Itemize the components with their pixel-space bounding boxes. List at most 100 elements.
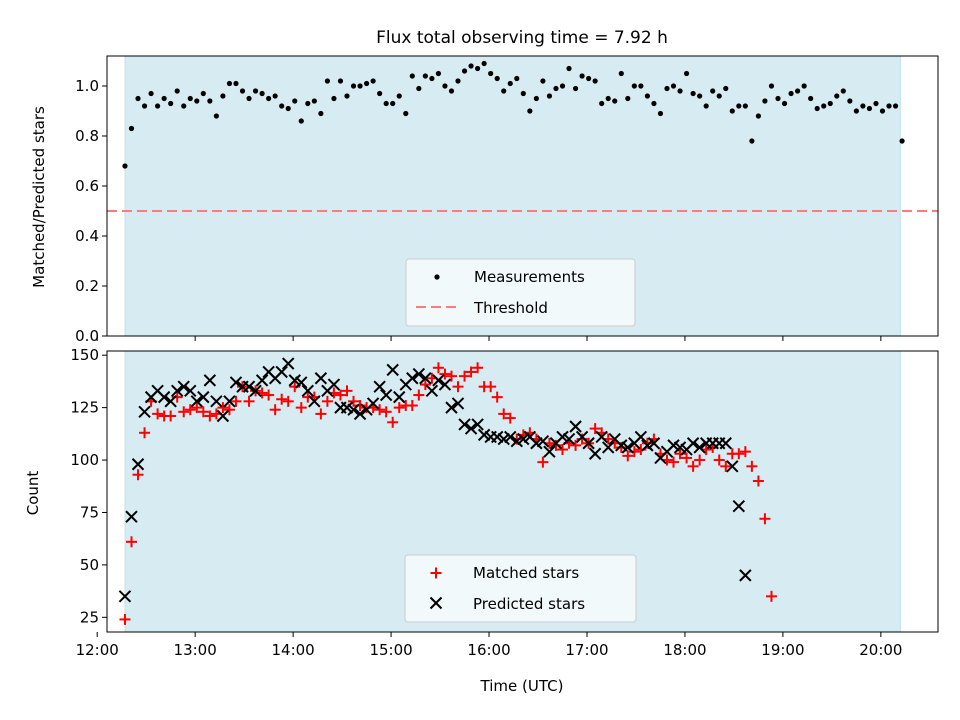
- measurement-point: [618, 70, 624, 77]
- legend-measurements-label: Measurements: [474, 268, 585, 286]
- measurement-point: [651, 100, 657, 107]
- measurement-point: [259, 90, 265, 97]
- predicted-star-point-b: [314, 372, 328, 385]
- predicted-star-point: [562, 432, 576, 446]
- top-y-tick-label: 0.6: [75, 177, 99, 195]
- predicted-star-point: [118, 590, 132, 603]
- bottom-y-tick-label: 125: [70, 399, 99, 417]
- measurement-point: [631, 83, 637, 89]
- predicted-star-point-b: [386, 363, 399, 377]
- matched-star-point: [432, 362, 444, 374]
- measurement-point: [475, 65, 481, 72]
- predicted-star-point-b: [242, 380, 256, 393]
- predicted-star-point: [386, 363, 399, 377]
- measurement-point: [481, 60, 487, 67]
- matched-star-point: [165, 410, 177, 422]
- measurement-point: [677, 88, 683, 94]
- predicted-star-point: [438, 378, 452, 391]
- predicted-star-point-b: [582, 437, 595, 450]
- measurement-point: [148, 90, 154, 97]
- predicted-star-point-b: [170, 384, 184, 398]
- predicted-star-point-b: [719, 437, 732, 450]
- predicted-star-point: [353, 407, 367, 421]
- x-tick-label: 12:00: [76, 641, 119, 659]
- measurement-point: [429, 75, 435, 82]
- matched-star-point: [739, 446, 751, 458]
- predicted-star-point-b: [177, 380, 190, 393]
- predicted-star-point: [458, 418, 471, 431]
- predicted-star-point-b: [477, 428, 491, 442]
- predicted-star-point: [432, 374, 445, 387]
- predicted-star-point: [569, 420, 582, 433]
- predicted-star-point-b: [229, 376, 243, 389]
- matched-star-point: [119, 613, 131, 625]
- measurement-point: [285, 105, 291, 112]
- predicted-star-point-b: [151, 384, 164, 398]
- measurement-point: [664, 85, 670, 92]
- matched-star-point: [459, 370, 471, 382]
- matched-star-point: [622, 450, 634, 462]
- predicted-star-point-b: [118, 590, 132, 603]
- matched-star-point: [556, 444, 568, 456]
- measurement-point: [488, 70, 494, 77]
- matched-star-point: [223, 404, 235, 416]
- predicted-star-point: [223, 395, 236, 408]
- predicted-star-point: [282, 357, 295, 370]
- measurement-point: [181, 103, 187, 109]
- measurement-point: [455, 78, 461, 84]
- predicted-star-point: [157, 390, 171, 404]
- predicted-star-point: [249, 384, 262, 398]
- legend-measurements-marker: [434, 274, 440, 280]
- predicted-star-point-b: [131, 458, 145, 471]
- predicted-star-point: [125, 510, 138, 523]
- measurement-point: [808, 95, 814, 102]
- measurement-point: [187, 95, 193, 102]
- measurement-point: [533, 95, 539, 102]
- measurement-point: [396, 93, 402, 99]
- measurement-point: [657, 110, 664, 117]
- bottom-y-tick-label: 25: [80, 608, 99, 626]
- matched-star-point: [465, 366, 477, 378]
- measurement-point: [494, 75, 500, 82]
- predicted-star-point-b: [164, 395, 177, 408]
- top-y-tick-label: 1.0: [75, 77, 99, 95]
- measurement-point: [736, 103, 742, 109]
- x-tick-label: 15:00: [369, 641, 412, 659]
- measurement-point: [899, 138, 905, 144]
- predicted-star-point-b: [340, 401, 354, 414]
- measurement-point: [344, 93, 350, 99]
- measurement-point: [866, 105, 873, 112]
- measurement-point: [670, 83, 677, 89]
- predicted-star-point-b: [393, 390, 406, 404]
- measurement-point: [892, 103, 899, 109]
- predicted-star-point-b: [295, 376, 308, 389]
- predicted-star-point-b: [621, 441, 635, 454]
- top-y-tick-label: 0.4: [75, 227, 99, 245]
- measurement-point: [768, 83, 775, 89]
- predicted-star-point-b: [308, 395, 321, 408]
- predicted-star-point: [295, 376, 308, 389]
- measurement-point: [409, 73, 415, 79]
- measurement-point: [305, 100, 311, 107]
- predicted-star-point: [216, 409, 230, 423]
- matched-star-point: [668, 456, 680, 468]
- predicted-star-point: [275, 365, 288, 379]
- predicted-star-point-b: [438, 378, 452, 391]
- measurement-point: [834, 93, 840, 99]
- predicted-star-point: [373, 380, 386, 393]
- x-axis-label: Time (UTC): [480, 677, 564, 695]
- matched-star-point: [452, 381, 464, 393]
- matched-star-point: [615, 441, 627, 453]
- measurement-point: [873, 100, 879, 107]
- predicted-star-point-b: [562, 432, 576, 446]
- top-axes: 0.0 0.2 0.4 0.6 0.8 1.0 Measurements Threshold: [75, 55, 939, 345]
- predicted-star-point: [588, 447, 602, 460]
- predicted-star-point-b: [686, 437, 700, 450]
- measurement-point: [612, 98, 618, 104]
- predicted-star-point: [739, 569, 752, 582]
- predicted-star-point: [621, 441, 635, 454]
- matched-star-point: [491, 391, 503, 403]
- predicted-star-point-b: [138, 405, 151, 419]
- measurement-point: [416, 85, 422, 92]
